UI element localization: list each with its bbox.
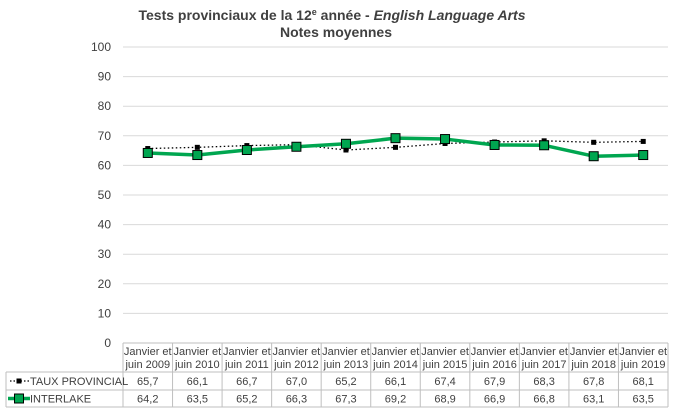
table-cell: 67,4 bbox=[434, 376, 455, 388]
x-tick-label: Janvier et bbox=[372, 346, 420, 358]
x-tick-label: Janvier et bbox=[421, 346, 469, 358]
chart-title-line2: Notes moyennes bbox=[280, 24, 392, 40]
x-tick-label: Janvier et bbox=[570, 346, 618, 358]
table-cell: 66,9 bbox=[484, 394, 505, 406]
x-tick-label: Janvier et bbox=[273, 346, 321, 358]
x-tick-label: juin 2019 bbox=[620, 359, 666, 371]
y-tick-label: 90 bbox=[98, 70, 112, 84]
table-cell: 65,7 bbox=[137, 376, 158, 388]
table-cell: 66,1 bbox=[385, 376, 406, 388]
data-point-interlake bbox=[340, 138, 351, 149]
table-cell: 66,8 bbox=[533, 394, 554, 406]
y-axis: 0 10 20 30 40 50 60 70 80 90 100 bbox=[91, 40, 111, 350]
table-cell: 67,3 bbox=[335, 394, 356, 406]
table-cell: 65,2 bbox=[236, 394, 257, 406]
x-tick-label: juin 2016 bbox=[471, 359, 517, 371]
series-lines bbox=[142, 133, 649, 162]
x-tick-label: Janvier et bbox=[520, 346, 568, 358]
x-tick-label: Janvier et bbox=[173, 346, 221, 358]
table-cell: 66,1 bbox=[187, 376, 208, 388]
legend-label: TAUX PROVINCIAL bbox=[30, 376, 128, 388]
x-tick-label: Janvier et bbox=[471, 346, 519, 358]
table-cell: 68,3 bbox=[533, 376, 554, 388]
y-tick-label: 30 bbox=[98, 247, 112, 261]
table-cell: 68,1 bbox=[633, 376, 654, 388]
table-cell: 63,5 bbox=[187, 394, 208, 406]
table-cell: 69,2 bbox=[385, 394, 406, 406]
data-point-interlake bbox=[291, 141, 302, 152]
x-tick-label: Janvier et bbox=[322, 346, 370, 358]
chart-title-line1: Tests provinciaux de la 12e année - Engl… bbox=[138, 7, 525, 23]
y-tick-label: 40 bbox=[98, 218, 112, 232]
data-point-taux-provincial bbox=[393, 144, 398, 150]
gridlines bbox=[123, 46, 668, 314]
data-point-taux-provincial bbox=[343, 147, 349, 153]
table-cell: 68,9 bbox=[434, 394, 455, 406]
y-tick-label: 20 bbox=[98, 277, 112, 291]
data-point-interlake bbox=[588, 151, 599, 162]
y-tick-label: 10 bbox=[98, 306, 112, 320]
data-point-interlake bbox=[241, 145, 252, 156]
table-cell: 63,5 bbox=[633, 394, 654, 406]
data-point-interlake bbox=[192, 150, 203, 161]
y-tick-label: 70 bbox=[98, 129, 112, 143]
y-tick-label: 100 bbox=[91, 40, 111, 54]
x-tick-label: juin 2015 bbox=[422, 359, 468, 371]
data-point-taux-provincial bbox=[591, 139, 597, 145]
x-tick-label: juin 2017 bbox=[521, 359, 567, 371]
x-tick-label: juin 2018 bbox=[570, 359, 616, 371]
data-point-interlake bbox=[440, 134, 451, 145]
x-tick-label: juin 2012 bbox=[273, 359, 319, 371]
data-point-taux-provincial bbox=[640, 138, 646, 144]
data-point-interlake bbox=[638, 150, 649, 161]
x-tick-label: juin 2009 bbox=[124, 359, 170, 371]
data-point-interlake bbox=[142, 147, 153, 158]
y-tick-label: 50 bbox=[98, 188, 112, 202]
x-tick-label: Janvier et bbox=[619, 346, 667, 358]
table-cell: 63,1 bbox=[583, 394, 604, 406]
x-tick-label: Janvier et bbox=[223, 346, 271, 358]
x-tick-label: juin 2014 bbox=[372, 359, 418, 371]
data-point-interlake bbox=[489, 139, 500, 150]
x-tick-label: Janvier et bbox=[124, 346, 172, 358]
data-point-interlake bbox=[539, 140, 550, 151]
table-cell: 66,3 bbox=[286, 394, 307, 406]
table-cell: 67,9 bbox=[484, 376, 505, 388]
legend-marker-interlake bbox=[14, 393, 24, 404]
legend-marker-taux-provincial bbox=[16, 378, 22, 384]
table-cell: 66,7 bbox=[236, 376, 257, 388]
x-tick-label: juin 2010 bbox=[174, 359, 220, 371]
table-cell: 67,0 bbox=[286, 376, 307, 388]
x-tick-label: juin 2011 bbox=[224, 359, 269, 371]
table-cell: 67,8 bbox=[583, 376, 604, 388]
y-tick-label: 60 bbox=[98, 158, 112, 172]
data-point-interlake bbox=[390, 133, 401, 144]
x-tick-label: juin 2013 bbox=[323, 359, 369, 371]
table-cell: 64,2 bbox=[137, 394, 158, 406]
y-tick-label: 80 bbox=[98, 99, 112, 113]
data-point-taux-provincial bbox=[194, 144, 200, 150]
table-cell: 65,2 bbox=[335, 376, 356, 388]
y-tick-label: 0 bbox=[104, 336, 111, 350]
legend-label: INTERLAKE bbox=[30, 394, 91, 406]
